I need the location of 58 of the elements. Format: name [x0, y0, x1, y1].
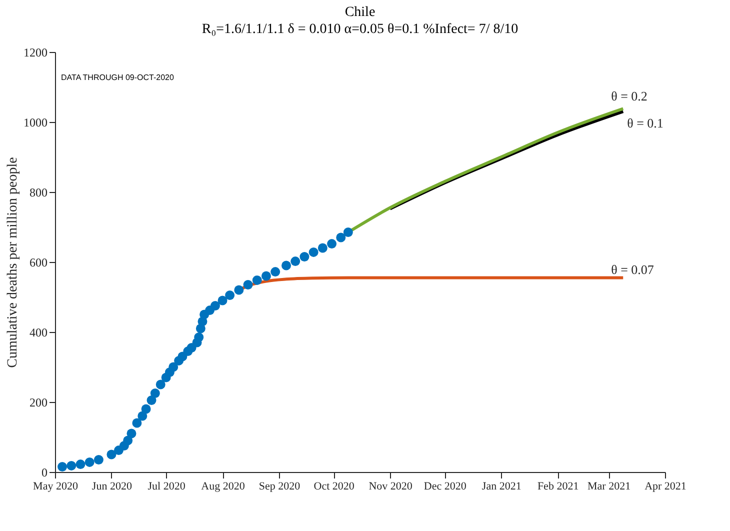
- y-tick-label: 200: [30, 396, 48, 410]
- point: [234, 285, 244, 295]
- point: [123, 436, 133, 446]
- point: [336, 232, 346, 242]
- x-tick-label: Mar 2021: [588, 480, 631, 492]
- point: [94, 455, 104, 464]
- series-label: θ = 0.07: [611, 262, 654, 277]
- series-label: θ = 0.2: [611, 88, 648, 104]
- point: [150, 388, 160, 398]
- point: [210, 301, 220, 310]
- x-tick-label: Jul 2020: [148, 480, 186, 492]
- chart-subtitle: R₀=1.6/1.1/1.1 δ = 0.010 α=0.05 θ=0.1 %Infect= 7/ 8/10: [202, 22, 518, 37]
- x-tick-label: Oct 2020: [314, 480, 355, 492]
- point: [156, 380, 166, 390]
- series-label: θ = 0.1: [627, 116, 664, 130]
- point: [106, 450, 116, 460]
- point: [243, 280, 253, 290]
- point: [318, 243, 328, 253]
- point: [218, 296, 228, 306]
- point: [141, 404, 151, 414]
- point: [300, 252, 310, 262]
- x-tick-label: Jan 2021: [482, 480, 522, 492]
- point: [290, 256, 300, 266]
- point: [252, 275, 262, 285]
- annotation: DATA THROUGH 09-OCT-2020: [61, 73, 174, 82]
- x-tick-label: Apr 2021: [644, 480, 686, 492]
- y-tick-label: 1000: [24, 116, 48, 130]
- y-tick-label: 400: [30, 326, 48, 340]
- point: [261, 271, 271, 281]
- point: [84, 457, 94, 467]
- point: [66, 460, 76, 470]
- point: [225, 290, 235, 300]
- point: [138, 411, 148, 421]
- point: [132, 418, 142, 428]
- y-axis-title: Cumulative deaths per million people: [6, 157, 20, 368]
- x-tick-label: Feb 2021: [537, 480, 579, 492]
- y-tick-label: 1200: [24, 46, 48, 60]
- x-tick-label: Aug 2020: [201, 480, 246, 492]
- point: [343, 228, 353, 237]
- x-tick-label: Jun 2020: [92, 480, 132, 492]
- x-tick-label: Dec 2020: [424, 480, 467, 492]
- y-tick-label: 600: [30, 256, 48, 270]
- x-tick-label: May 2020: [33, 480, 78, 492]
- y-tick-label: 0: [42, 466, 48, 480]
- x-tick-label: Nov 2020: [368, 480, 413, 492]
- point: [194, 332, 204, 342]
- point: [76, 460, 86, 470]
- x-tick-label: Sep 2020: [258, 480, 301, 492]
- point: [58, 462, 68, 472]
- point: [270, 267, 280, 277]
- point: [126, 428, 136, 438]
- point: [146, 396, 156, 405]
- y-tick-label: 800: [30, 186, 48, 200]
- point: [282, 260, 291, 270]
- point: [168, 362, 178, 372]
- chart-title: Chile: [344, 5, 376, 20]
- point: [327, 239, 337, 249]
- point: [308, 247, 318, 257]
